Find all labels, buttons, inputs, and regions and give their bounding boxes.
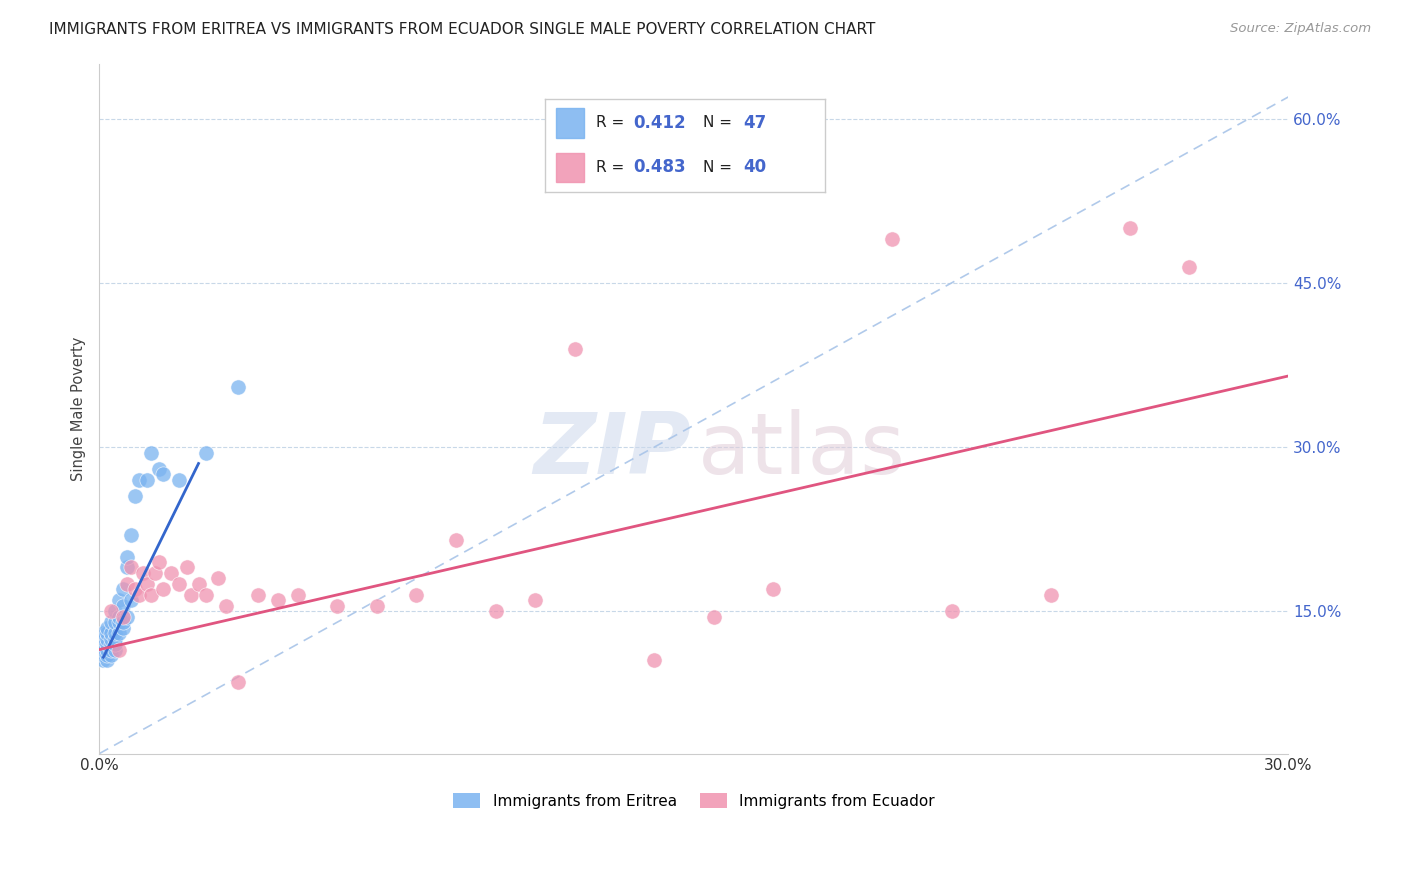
Point [96,621,118,635]
Point [96,632,118,646]
Point [167,577,190,591]
Point [112,599,135,613]
Point [485,604,508,618]
Text: Source: ZipAtlas.com: Source: ZipAtlas.com [1230,22,1371,36]
Point [207,571,229,585]
Point [1119,221,1142,235]
Point [100,615,122,630]
Point [152,467,174,482]
Point [112,621,135,635]
Point [96,653,118,667]
Point [104,604,127,618]
Point [93,642,115,657]
Point [112,609,135,624]
Text: IMMIGRANTS FROM ERITREA VS IMMIGRANTS FROM ECUADOR SINGLE MALE POVERTY CORRELATI: IMMIGRANTS FROM ERITREA VS IMMIGRANTS FR… [49,22,876,37]
Point [195,588,218,602]
Point [108,609,131,624]
Point [108,642,131,657]
Text: ZIP: ZIP [533,409,690,491]
Y-axis label: Single Male Poverty: Single Male Poverty [72,336,86,481]
Point [703,609,725,624]
Point [405,588,427,602]
Point [159,566,181,580]
Point [124,489,146,503]
Point [128,588,150,602]
Point [93,653,115,667]
Point [136,473,159,487]
Point [128,473,150,487]
Point [132,566,155,580]
Point [941,604,963,618]
Point [100,626,122,640]
Point [226,380,249,394]
Point [108,593,131,607]
Point [287,588,309,602]
Point [148,462,170,476]
Point [100,642,122,657]
Point [115,577,138,591]
Point [93,648,115,662]
Legend: Immigrants from Eritrea, Immigrants from Ecuador: Immigrants from Eritrea, Immigrants from… [447,787,941,814]
Point [93,637,115,651]
Point [1178,260,1201,274]
Point [112,615,135,630]
Point [366,599,388,613]
Point [115,609,138,624]
Point [643,653,665,667]
Point [226,675,249,690]
Point [139,588,162,602]
Point [136,577,159,591]
Point [120,593,142,607]
Point [326,599,349,613]
Point [195,445,218,459]
Point [100,604,122,618]
Point [100,632,122,646]
Point [104,615,127,630]
Text: atlas: atlas [697,409,905,491]
Point [120,560,142,574]
Point [112,582,135,597]
Point [104,642,127,657]
Point [148,555,170,569]
Point [880,232,903,246]
Point [139,445,162,459]
Point [100,648,122,662]
Point [246,588,269,602]
Point [267,593,290,607]
Point [143,566,166,580]
Point [120,527,142,541]
Point [96,648,118,662]
Point [104,632,127,646]
Point [564,342,586,356]
Point [100,637,122,651]
Point [180,588,202,602]
Point [762,582,785,597]
Point [104,637,127,651]
Point [444,533,467,548]
Point [108,615,131,630]
Point [96,626,118,640]
Point [115,549,138,564]
Point [215,599,238,613]
Point [187,577,209,591]
Point [115,560,138,574]
Point [96,637,118,651]
Point [124,582,146,597]
Point [167,473,190,487]
Point [104,626,127,640]
Point [176,560,198,574]
Point [96,642,118,657]
Point [108,626,131,640]
Point [524,593,547,607]
Point [152,582,174,597]
Point [93,632,115,646]
Point [93,626,115,640]
Point [1039,588,1062,602]
